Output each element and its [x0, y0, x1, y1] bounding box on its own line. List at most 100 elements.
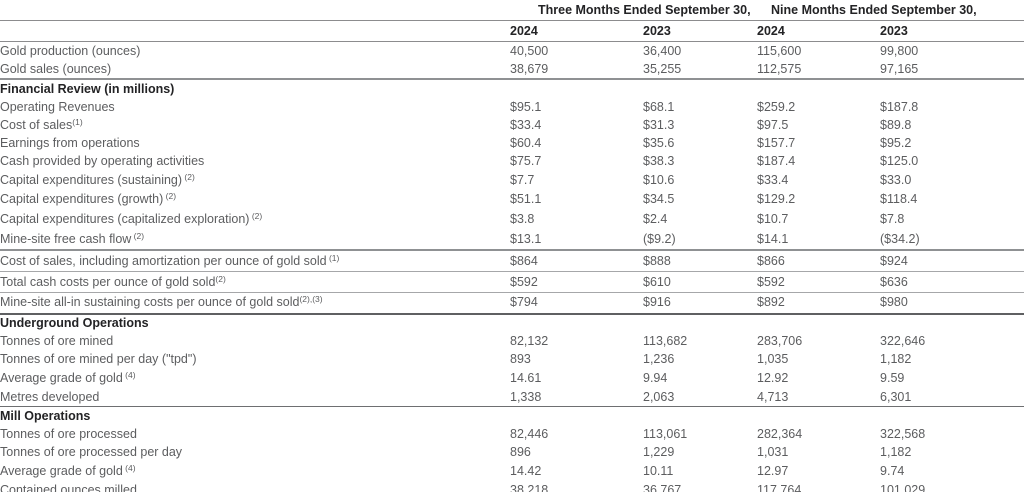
value-cell: $187.4: [757, 153, 796, 168]
table-row: Contained ounces milled 38,218 36,767 11…: [0, 481, 1024, 492]
value-cell: $33.4: [757, 172, 789, 187]
table-row: Capital expenditures (capitalized explor…: [0, 210, 1024, 230]
footnote-ref: (2): [163, 191, 177, 202]
value-cell: $864: [510, 250, 643, 272]
table-row: Tonnes of ore mined per day ("tpd") 893 …: [0, 351, 1024, 369]
value-cell: 12.97: [757, 463, 789, 478]
value-cell: 1,035: [757, 352, 789, 367]
value-cell: 1,031: [757, 445, 789, 460]
value-cell: 97,165: [880, 60, 1024, 81]
value-cell: 9.94: [643, 371, 668, 386]
value-cell: 40,500: [510, 43, 549, 58]
value-cell: 10.11: [643, 463, 674, 478]
value-cell: $33.4: [510, 117, 542, 132]
row-label: Tonnes of ore processed: [0, 427, 137, 442]
value-cell: $892: [757, 292, 881, 315]
table-row: Average grade of gold (4) 14.42 10.11 12…: [0, 461, 1024, 481]
value-cell: 113,682: [643, 334, 688, 349]
footnote-ref: (2): [249, 211, 263, 222]
value-cell: 1,236: [643, 352, 675, 367]
value-cell: $75.7: [510, 153, 542, 168]
footnote-ref: (4): [122, 462, 136, 473]
value-cell: 896: [510, 445, 531, 460]
value-cell: 112,575: [757, 60, 881, 81]
corner-cell: [0, 20, 510, 43]
table-row: Mine-site all-in sustaining costs per ou…: [0, 292, 1024, 315]
value-cell: 36,400: [643, 43, 682, 58]
value-cell: $125.0: [880, 153, 919, 168]
row-label: Mine-site all-in sustaining costs per ou…: [0, 292, 510, 315]
value-cell: 35,255: [643, 60, 758, 81]
value-cell: 282,364: [757, 427, 803, 442]
row-label: Average grade of gold (4): [0, 370, 136, 386]
footnote-ref: (2): [215, 273, 226, 284]
value-cell: 1,182: [880, 445, 912, 460]
row-label: Cost of sales(1): [0, 116, 83, 132]
year-header-9m-2024: 2024: [757, 20, 881, 43]
value-cell: $31.3: [643, 117, 675, 132]
value-cell: $916: [643, 292, 758, 315]
value-cell: $794: [510, 292, 643, 315]
value-cell: $2.4: [643, 212, 668, 227]
value-cell: 12.92: [757, 371, 789, 386]
value-cell: 1,182: [880, 352, 912, 367]
value-cell: 322,568: [880, 427, 926, 442]
table-row: Gold sales (ounces) 38,679 35,255 112,57…: [0, 60, 1024, 81]
value-cell: 82,446: [510, 427, 549, 442]
value-cell: $95.1: [510, 99, 542, 114]
footnote-ref: (2): [131, 231, 145, 242]
table-row: Tonnes of ore mined 82,132 113,682 283,7…: [0, 333, 1024, 351]
section-title: Financial Review (in millions): [0, 81, 175, 96]
value-cell: $866: [757, 250, 881, 272]
value-cell: 9.74: [880, 463, 905, 478]
value-cell: ($34.2): [880, 229, 1024, 252]
footnote-ref: (1): [72, 116, 83, 127]
colgroup-three-months: Three Months Ended September 30,: [510, 0, 758, 22]
table-row: Metres developed 1,338 2,063 4,713 6,301: [0, 388, 1024, 408]
row-label: Gold production (ounces): [0, 43, 141, 58]
section-header-row: Mill Operations: [0, 407, 1024, 425]
value-cell: $187.8: [880, 99, 919, 114]
value-cell: 38,218: [510, 482, 549, 492]
value-cell: $610: [643, 271, 758, 293]
value-cell: $129.2: [757, 192, 796, 207]
value-cell: 1,229: [643, 445, 675, 460]
value-cell: $95.2: [880, 135, 912, 150]
value-cell: $34.5: [643, 192, 675, 207]
row-label: Earnings from operations: [0, 135, 140, 150]
column-group-header-row: Three Months Ended September 30, Nine Mo…: [0, 0, 1024, 22]
table-row: Average grade of gold (4) 14.61 9.94 12.…: [0, 369, 1024, 389]
value-cell: 4,713: [757, 388, 881, 408]
value-cell: $7.7: [510, 172, 535, 187]
year-header-9m-2023: 2023: [880, 20, 1024, 43]
value-cell: 38,679: [510, 60, 643, 81]
row-label: Metres developed: [0, 388, 510, 408]
table-row: Operating Revenues $95.1 $68.1 $259.2 $1…: [0, 98, 1024, 116]
value-cell: $14.1: [757, 229, 881, 252]
value-cell: $592: [757, 271, 881, 293]
table-row: Cost of sales, including amortization pe…: [0, 250, 1024, 272]
value-cell: 115,600: [757, 43, 802, 58]
footnote-ref: (4): [122, 370, 136, 381]
value-cell: $157.7: [757, 135, 796, 150]
value-cell: $97.5: [757, 117, 789, 132]
value-cell: $592: [510, 271, 643, 293]
value-cell: $13.1: [510, 229, 643, 252]
value-cell: $118.4: [880, 192, 918, 207]
table-row: Gold production (ounces) 40,500 36,400 1…: [0, 42, 1024, 60]
row-label: Operating Revenues: [0, 99, 115, 114]
value-cell: 893: [510, 352, 531, 367]
value-cell: $89.8: [880, 117, 912, 132]
table-row: Tonnes of ore processed per day 896 1,22…: [0, 443, 1024, 461]
value-cell: $636: [880, 271, 1024, 293]
value-cell: 322,646: [880, 334, 926, 349]
section-title: Underground Operations: [0, 316, 149, 331]
table-row: Mine-site free cash flow (2) $13.1 ($9.2…: [0, 229, 1024, 252]
value-cell: 6,301: [880, 388, 1024, 408]
value-cell: $68.1: [643, 99, 675, 114]
value-cell: $35.6: [643, 135, 675, 150]
corner-cell: [0, 0, 510, 22]
table-row: Tonnes of ore processed 82,446 113,061 2…: [0, 425, 1024, 443]
